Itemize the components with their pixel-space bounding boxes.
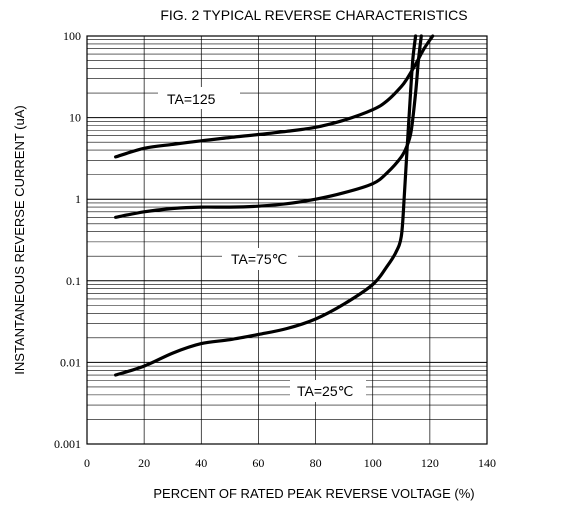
x-axis-label: PERCENT OF RATED PEAK REVERSE VOLTAGE (%… <box>153 486 474 501</box>
y-tick-label: 1 <box>75 192 81 206</box>
x-tick-label: 140 <box>478 456 496 470</box>
x-tick-labels: 0 20 40 60 80 100 120 140 <box>84 456 496 470</box>
series-lines <box>114 34 435 377</box>
y-tick-label: 0.01 <box>60 355 81 369</box>
series-label-125: TA=125 <box>167 91 216 107</box>
y-tick-label: 10 <box>69 111 81 125</box>
x-tick-label: 20 <box>138 456 150 470</box>
x-tick-label: 40 <box>195 456 207 470</box>
x-tick-label: 0 <box>84 456 90 470</box>
x-tick-label: 60 <box>252 456 264 470</box>
chart-title: FIG. 2 TYPICAL REVERSE CHARACTERISTICS <box>160 7 467 23</box>
x-tick-label: 100 <box>364 456 382 470</box>
plot-frame <box>86 35 488 445</box>
x-tick-label: 120 <box>421 456 439 470</box>
grid <box>87 36 487 445</box>
series-label-25: TA=25℃ <box>297 383 353 399</box>
y-tick-label: 100 <box>63 29 81 43</box>
y-axis-label: INSTANTANEOUS REVERSE CURRENT (uA) <box>12 105 27 374</box>
label-bg-25 <box>290 380 366 402</box>
label-bg-75 <box>222 248 298 270</box>
y-tick-label: 0.1 <box>66 274 81 288</box>
y-tick-label: 0.001 <box>54 437 81 451</box>
series-line-1 <box>114 34 423 219</box>
y-tick-labels: 100 10 1 0.1 0.01 0.001 <box>54 29 81 451</box>
series-line-2 <box>114 34 418 377</box>
label-bg-125 <box>158 87 240 109</box>
x-tick-label: 80 <box>310 456 322 470</box>
series-label-75: TA=75℃ <box>231 251 287 267</box>
